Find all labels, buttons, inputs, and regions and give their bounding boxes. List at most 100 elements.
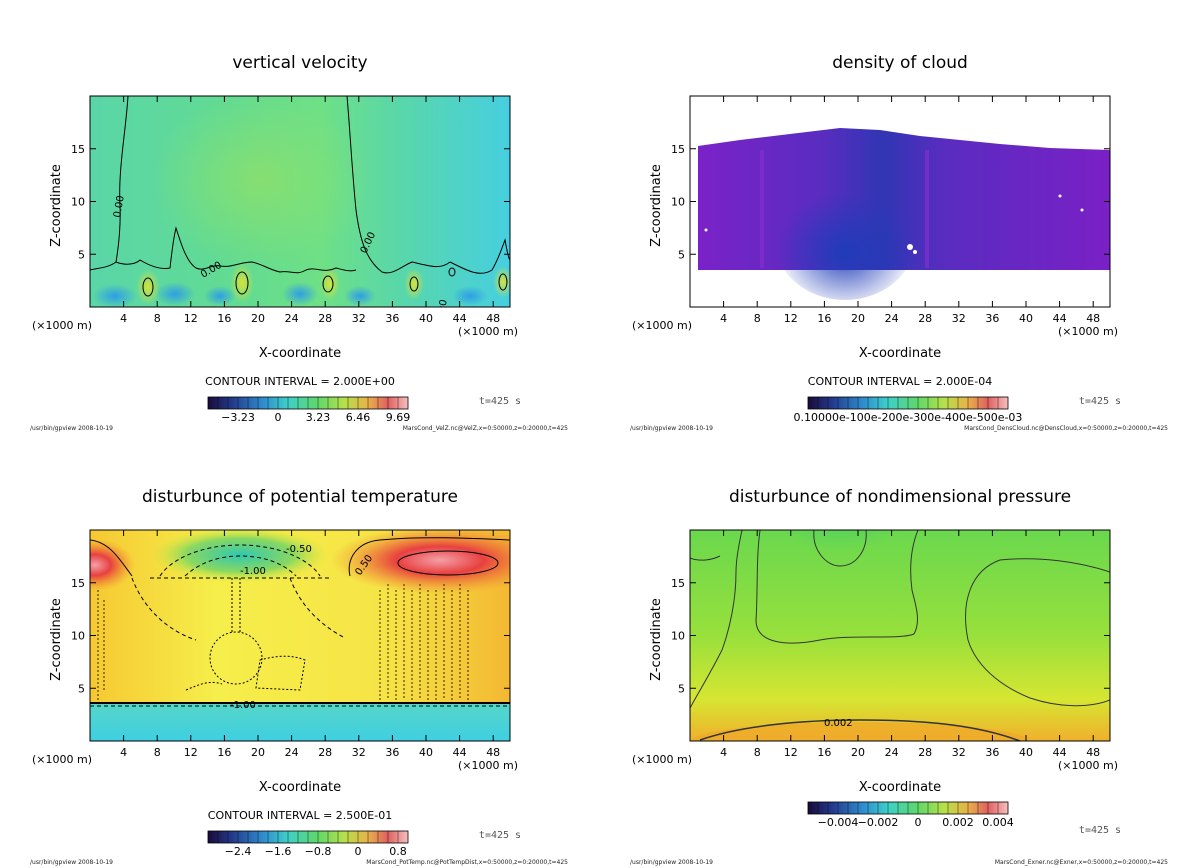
y-tick-label: 5 bbox=[678, 682, 685, 695]
time-label: t=425 s bbox=[479, 830, 521, 841]
footer-source: MarsCond_DensCloud.nc@DensCloud,x=0:5000… bbox=[964, 425, 1168, 432]
x-tick-label: 44 bbox=[1053, 746, 1067, 759]
y-axis-label: Z-coordinate bbox=[49, 598, 64, 681]
x-tick-label: 40 bbox=[419, 312, 433, 325]
x-tick-label: 40 bbox=[1019, 746, 1033, 759]
colorbar-tick-label: −1.6 bbox=[265, 845, 292, 858]
x-tick-label: 24 bbox=[885, 746, 899, 759]
panel-density-of-cloud bbox=[698, 128, 1110, 300]
x-tick-label: 20 bbox=[251, 746, 265, 759]
x-tick-label: 36 bbox=[385, 746, 399, 759]
time-label: t=425 s bbox=[1079, 396, 1121, 407]
y-tick-label: 15 bbox=[671, 577, 685, 590]
panel-vertical-velocity: 0.00 0.00 0.00 0.00 bbox=[90, 96, 510, 307]
x-unit-right: (×1000 m) bbox=[1058, 325, 1118, 338]
colorbar-tick-label: 0.8 bbox=[389, 845, 407, 858]
colorbar-tick-label: −3.23 bbox=[221, 411, 255, 424]
x-tick-label: 36 bbox=[985, 746, 999, 759]
x-tick-label: 4 bbox=[720, 312, 727, 325]
colorbar-tick-label: −0.002 bbox=[858, 816, 899, 829]
x-tick-label: 36 bbox=[385, 312, 399, 325]
x-unit-left: (×1000 m) bbox=[32, 319, 92, 332]
x-tick-label: 8 bbox=[154, 312, 161, 325]
y-tick-label: 10 bbox=[671, 630, 685, 643]
x-tick-label: 40 bbox=[1019, 312, 1033, 325]
colorbar-tick-label: 0 bbox=[275, 411, 282, 424]
x-tick-label: 16 bbox=[817, 746, 831, 759]
x-tick-label: 32 bbox=[352, 312, 366, 325]
contour-label: 0.002 bbox=[824, 718, 853, 729]
x-tick-label: 28 bbox=[318, 312, 332, 325]
x-tick-label: 28 bbox=[318, 746, 332, 759]
x-tick-label: 28 bbox=[918, 746, 932, 759]
x-tick-label: 24 bbox=[285, 746, 299, 759]
colorbar-tick-label: 6.46 bbox=[346, 411, 371, 424]
contour-label: 0.00 bbox=[112, 195, 127, 219]
x-tick-label: 36 bbox=[985, 312, 999, 325]
x-unit-left: (×1000 m) bbox=[32, 753, 92, 766]
x-tick-label: 44 bbox=[1053, 312, 1067, 325]
chart-3-axes: disturbunce of nondimensional pressure 4 8… bbox=[630, 487, 1168, 866]
colorbar-tick-label: 0.004 bbox=[982, 816, 1014, 829]
x-tick-label: 16 bbox=[217, 312, 231, 325]
x-tick-label: 16 bbox=[817, 312, 831, 325]
y-tick-label: 5 bbox=[78, 248, 85, 261]
x-tick-label: 20 bbox=[851, 746, 865, 759]
chart-title: disturbunce of potential temperature bbox=[142, 487, 458, 507]
footer-program: /usr/bin/gpview 2008-10-19 bbox=[30, 425, 113, 432]
x-tick-label: 32 bbox=[952, 312, 966, 325]
heatmap-field: 0.002 bbox=[690, 530, 1110, 741]
colorbar-tick-label: −0.004 bbox=[818, 816, 859, 829]
footer-source: MarsCond_VelZ.nc@VelZ,x=0:50000,z=0:2000… bbox=[403, 425, 568, 432]
x-tick-label: 24 bbox=[285, 312, 299, 325]
x-tick-label: 28 bbox=[918, 312, 932, 325]
colorbar-tick-label: 0.10000e-100e-200e-300e-400e-500e-03 bbox=[794, 411, 1023, 424]
footer-source: MarsCond_Exner.nc@Exner,x=0:50000,z=0:20… bbox=[995, 859, 1168, 866]
x-tick-label: 48 bbox=[1086, 746, 1100, 759]
x-tick-label: 4 bbox=[120, 746, 127, 759]
footer-program: /usr/bin/gpview 2008-10-19 bbox=[630, 859, 713, 866]
heatmap-field bbox=[698, 128, 1110, 300]
x-axis-label: X-coordinate bbox=[259, 346, 341, 361]
chart-2-axes: disturbunce of potential temperature 4 8 12… bbox=[30, 487, 568, 866]
x-tick-label: 24 bbox=[885, 312, 899, 325]
chart-title: vertical velocity bbox=[232, 53, 367, 73]
y-tick-label: 10 bbox=[671, 196, 685, 209]
time-label: t=425 s bbox=[1079, 825, 1121, 836]
heatmap-field: -0.50 -1.00 0.50 -1.00 bbox=[90, 530, 510, 741]
colorbar-tick-label: 0.002 bbox=[942, 816, 974, 829]
y-tick-label: 10 bbox=[71, 196, 85, 209]
x-tick-label: 16 bbox=[217, 746, 231, 759]
colorbar-tick-label: −2.4 bbox=[225, 845, 252, 858]
y-tick-label: 15 bbox=[71, 143, 85, 156]
x-tick-label: 48 bbox=[486, 746, 500, 759]
x-tick-label: 48 bbox=[486, 312, 500, 325]
chart-title: disturbunce of nondimensional pressure bbox=[729, 487, 1071, 507]
x-tick-label: 12 bbox=[184, 746, 198, 759]
x-axis-label: X-coordinate bbox=[259, 780, 341, 795]
x-tick-label: 44 bbox=[453, 746, 467, 759]
y-tick-label: 10 bbox=[71, 630, 85, 643]
contour-label: -1.00 bbox=[240, 566, 266, 577]
contour-interval: CONTOUR INTERVAL = 2.500E-01 bbox=[208, 809, 392, 822]
contour-label: -1.00 bbox=[230, 700, 256, 711]
x-unit-right: (×1000 m) bbox=[458, 759, 518, 772]
x-tick-label: 20 bbox=[251, 312, 265, 325]
x-tick-label: 20 bbox=[851, 312, 865, 325]
x-tick-label: 48 bbox=[1086, 312, 1100, 325]
footer-program: /usr/bin/gpview 2008-10-19 bbox=[30, 859, 113, 866]
x-tick-label: 32 bbox=[952, 746, 966, 759]
colorbar-tick-label: 3.23 bbox=[306, 411, 331, 424]
y-tick-label: 15 bbox=[71, 577, 85, 590]
x-axis-label: X-coordinate bbox=[859, 780, 941, 795]
colorbar-tick-label: 0 bbox=[355, 845, 362, 858]
panel-potential-temperature: -0.50 -1.00 0.50 -1.00 bbox=[90, 530, 510, 741]
chart-title: density of cloud bbox=[832, 53, 968, 73]
x-tick-label: 44 bbox=[453, 312, 467, 325]
x-tick-label: 4 bbox=[120, 312, 127, 325]
footer-source: MarsCond_PotTemp.nc@PotTempDist,x=0:5000… bbox=[366, 859, 568, 866]
x-tick-label: 32 bbox=[352, 746, 366, 759]
contour-interval: CONTOUR INTERVAL = 2.000E-04 bbox=[808, 375, 992, 388]
panel-nondimensional-pressure: 0.002 bbox=[690, 530, 1110, 741]
